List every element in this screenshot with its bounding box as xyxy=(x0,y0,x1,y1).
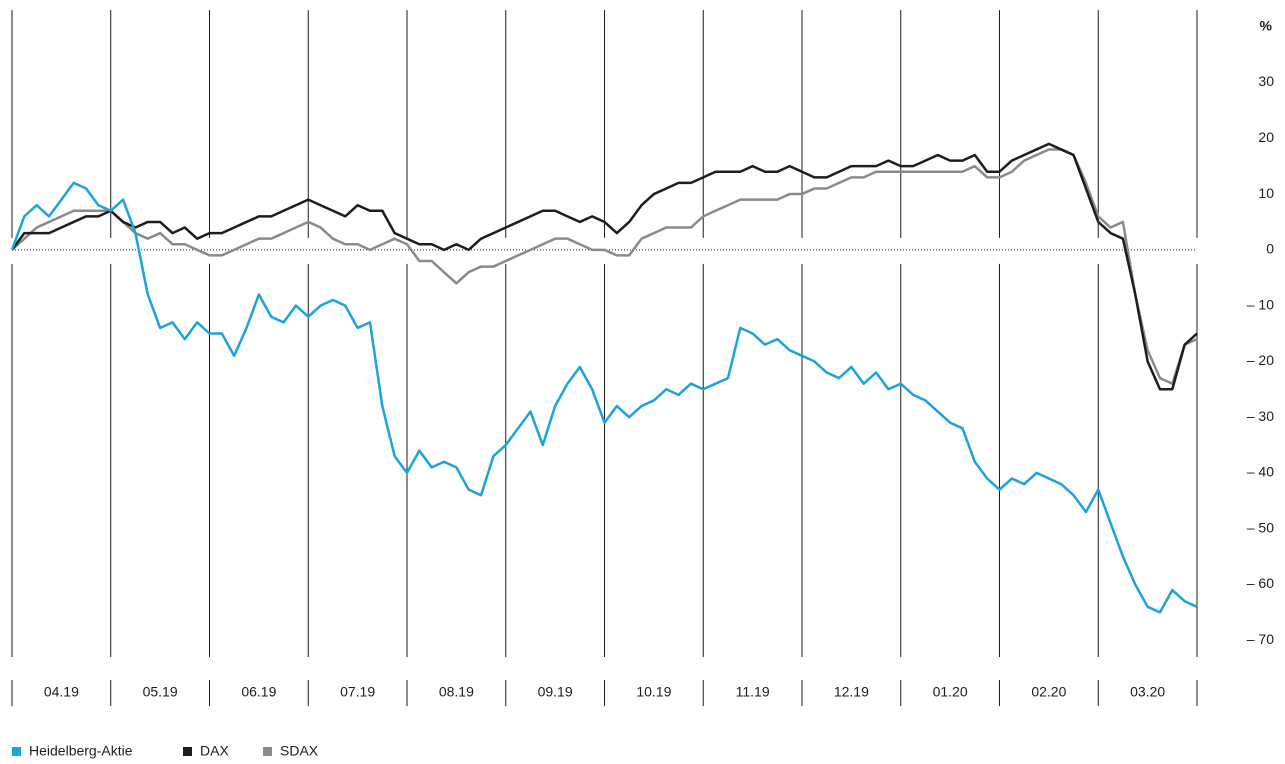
unit-label: % xyxy=(1260,18,1273,34)
x-tick-label: 05.19 xyxy=(143,684,178,700)
y-tick-label: – 40 xyxy=(1247,464,1274,480)
y-tick-label: 20 xyxy=(1258,129,1274,145)
series-line xyxy=(10,181,1198,614)
legend-label: SDAX xyxy=(280,743,319,759)
x-tick-label: 10.19 xyxy=(636,684,671,700)
series-line xyxy=(10,142,1198,391)
y-tick-label: 30 xyxy=(1258,73,1274,89)
x-tick-label: 09.19 xyxy=(538,684,573,700)
y-tick-label: – 50 xyxy=(1247,519,1274,535)
x-tick-label: 06.19 xyxy=(241,684,276,700)
y-tick-label: 10 xyxy=(1258,185,1274,201)
x-tick-label: 01.20 xyxy=(933,684,968,700)
y-tick-label: – 20 xyxy=(1247,352,1274,368)
y-tick-label: – 70 xyxy=(1247,631,1274,647)
legend-swatch xyxy=(263,747,272,756)
x-tick-label: 11.19 xyxy=(736,684,770,700)
legend-swatch xyxy=(183,747,192,756)
x-tick-label: 08.19 xyxy=(439,684,474,700)
x-tick-label: 04.19 xyxy=(44,684,79,700)
legend-label: DAX xyxy=(200,743,229,759)
legend-label: Heidelberg-Aktie xyxy=(29,743,133,759)
x-tick-label: 12.19 xyxy=(834,684,869,700)
y-tick-label: 0 xyxy=(1266,241,1274,257)
y-tick-label: – 30 xyxy=(1247,408,1274,424)
series-line xyxy=(11,148,1198,385)
y-tick-label: – 10 xyxy=(1247,296,1274,312)
x-tick-label: 02.20 xyxy=(1031,684,1066,700)
legend-swatch xyxy=(12,747,21,756)
x-tick-label: 07.19 xyxy=(340,684,375,700)
y-tick-label: – 60 xyxy=(1247,575,1274,591)
x-tick-label: 03.20 xyxy=(1130,684,1165,700)
